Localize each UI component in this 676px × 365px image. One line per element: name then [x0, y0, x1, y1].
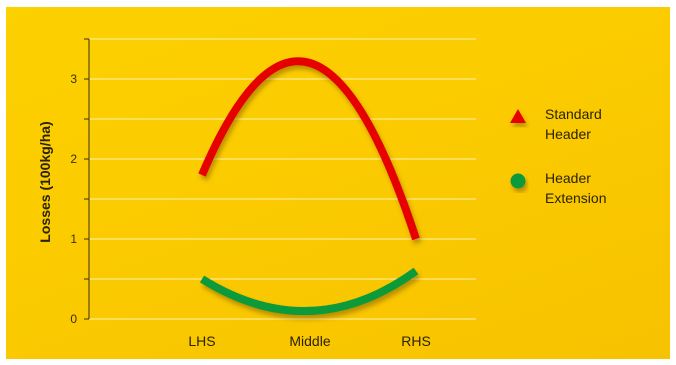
x-category-label: LHS	[188, 333, 215, 349]
y-tick-label: 3	[70, 72, 77, 86]
series-line-header-extension	[199, 267, 419, 315]
x-category-label: RHS	[401, 333, 431, 349]
legend: Standard Header Header Extension	[510, 106, 606, 206]
legend-circle-icon	[510, 173, 526, 189]
y-tick-label: 2	[70, 152, 77, 166]
legend-label-header-extension: Header Extension	[545, 170, 606, 206]
y-tick-label: 1	[70, 232, 77, 246]
y-axis-title: Losses (100kg/ha)	[37, 121, 53, 242]
gridlines	[89, 38, 476, 320]
line-chart: 0 1 2 3 LHS Middle RHS Losses (100kg/ha) Stand…	[37, 38, 606, 349]
y-axis	[84, 38, 90, 320]
legend-triangle-icon	[510, 109, 526, 123]
legend-label-standard-header: Standard Header	[545, 106, 602, 142]
series-lines	[198, 57, 420, 315]
axis-labels: 0 1 2 3 LHS Middle RHS	[70, 72, 430, 349]
x-category-label: Middle	[289, 333, 330, 349]
series-line-standard-header	[198, 57, 420, 241]
chart-panel: 0 1 2 3 LHS Middle RHS Losses (100kg/ha) Stand…	[6, 7, 670, 359]
y-tick-label: 0	[70, 312, 77, 326]
